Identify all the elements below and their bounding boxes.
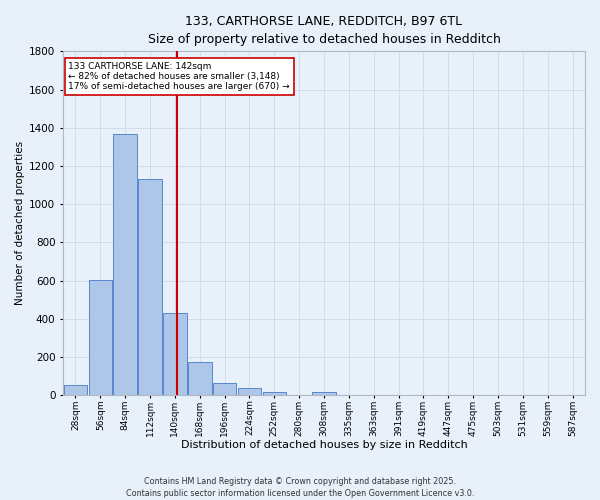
Bar <box>113 134 137 396</box>
Bar <box>138 180 162 396</box>
Bar <box>213 383 236 396</box>
Bar <box>188 362 212 396</box>
Bar <box>263 392 286 396</box>
Y-axis label: Number of detached properties: Number of detached properties <box>15 141 25 306</box>
Text: 133 CARTHORSE LANE: 142sqm
← 82% of detached houses are smaller (3,148)
17% of s: 133 CARTHORSE LANE: 142sqm ← 82% of deta… <box>68 62 290 92</box>
Bar <box>312 392 336 396</box>
Title: 133, CARTHORSE LANE, REDDITCH, B97 6TL
Size of property relative to detached hou: 133, CARTHORSE LANE, REDDITCH, B97 6TL S… <box>148 15 500 46</box>
Bar <box>64 385 87 396</box>
Bar <box>89 280 112 396</box>
Bar <box>238 388 261 396</box>
Text: Contains HM Land Registry data © Crown copyright and database right 2025.
Contai: Contains HM Land Registry data © Crown c… <box>126 476 474 498</box>
X-axis label: Distribution of detached houses by size in Redditch: Distribution of detached houses by size … <box>181 440 467 450</box>
Bar <box>163 313 187 396</box>
